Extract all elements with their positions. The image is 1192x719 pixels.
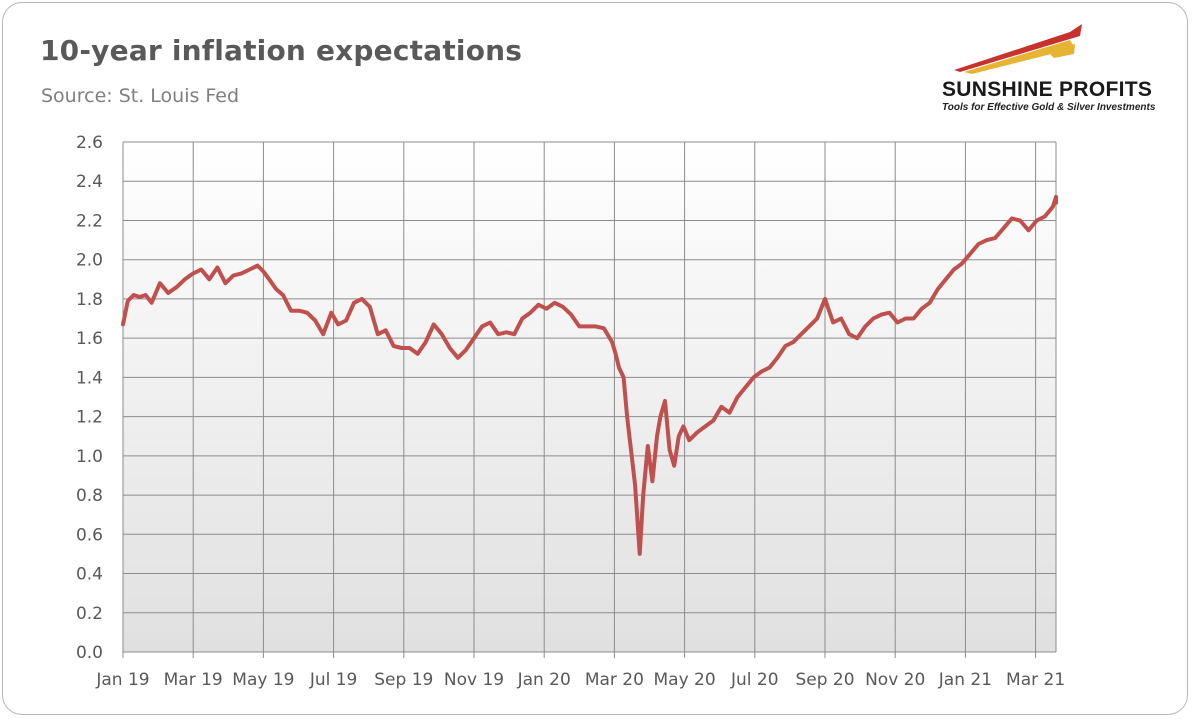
- logo-name: SUNSHINE PROFITS: [942, 78, 1153, 101]
- x-tick-label: Jan 20: [517, 670, 571, 690]
- x-tick-label: Mar 19: [164, 670, 223, 690]
- chart-source: Source: St. Louis Fed: [41, 85, 240, 107]
- y-tick-label: 2.4: [76, 172, 103, 192]
- y-tick-label: 0.2: [76, 604, 103, 624]
- y-axis-ticks: 0.0 0.2 0.4 0.6 0.8 1.0 1.2 1.4 1.6 1.8 2.0 2.2 2.4 2…: [76, 133, 103, 663]
- y-tick-label: 0.0: [76, 643, 103, 663]
- y-tick-label: 2.0: [76, 251, 103, 271]
- y-tick-label: 0.4: [76, 565, 103, 585]
- y-tick-label: 1.6: [76, 329, 103, 349]
- x-tick-label: May 20: [654, 670, 716, 690]
- series-line: [121, 194, 1058, 556]
- x-tick-label: Jul 19: [309, 670, 358, 690]
- y-tick-label: 0.8: [76, 486, 103, 506]
- x-tick-label: Sep 19: [374, 670, 433, 690]
- x-tick-label: Nov 19: [444, 670, 504, 690]
- x-tick-label: Nov 20: [865, 670, 925, 690]
- sunshine-profits-logo: SUNSHINE PROFITS Tools for Effective Gol…: [930, 18, 1175, 118]
- x-tick-label: Jan 21: [938, 670, 992, 690]
- y-tick-label: 1.8: [76, 290, 103, 310]
- y-tick-label: 2.2: [76, 211, 103, 231]
- y-tick-label: 1.4: [76, 368, 103, 388]
- x-tick-label: Jul 20: [730, 670, 779, 690]
- y-tick-label: 0.6: [76, 525, 103, 545]
- x-tick-label: Mar 21: [1006, 670, 1065, 690]
- y-tick-label: 1.0: [76, 447, 103, 467]
- gridlines: [122, 141, 1057, 658]
- x-tick-label: Sep 20: [795, 670, 854, 690]
- x-tick-label: Mar 20: [585, 670, 644, 690]
- chart-title: 10-year inflation expectations: [40, 34, 523, 67]
- x-tick-label: May 19: [232, 670, 294, 690]
- y-tick-label: 1.2: [76, 408, 103, 428]
- x-axis-ticks: Jan 19 Mar 19 May 19 Jul 19 Sep 19 Nov 19 Jan …: [95, 670, 1065, 690]
- logo-tagline: Tools for Effective Gold & Silver Invest…: [942, 102, 1156, 113]
- y-tick-label: 2.6: [76, 133, 103, 153]
- logo-swoosh-icon: [954, 24, 1082, 74]
- x-tick-label: Jan 19: [95, 670, 149, 690]
- plot-area: [123, 142, 1056, 652]
